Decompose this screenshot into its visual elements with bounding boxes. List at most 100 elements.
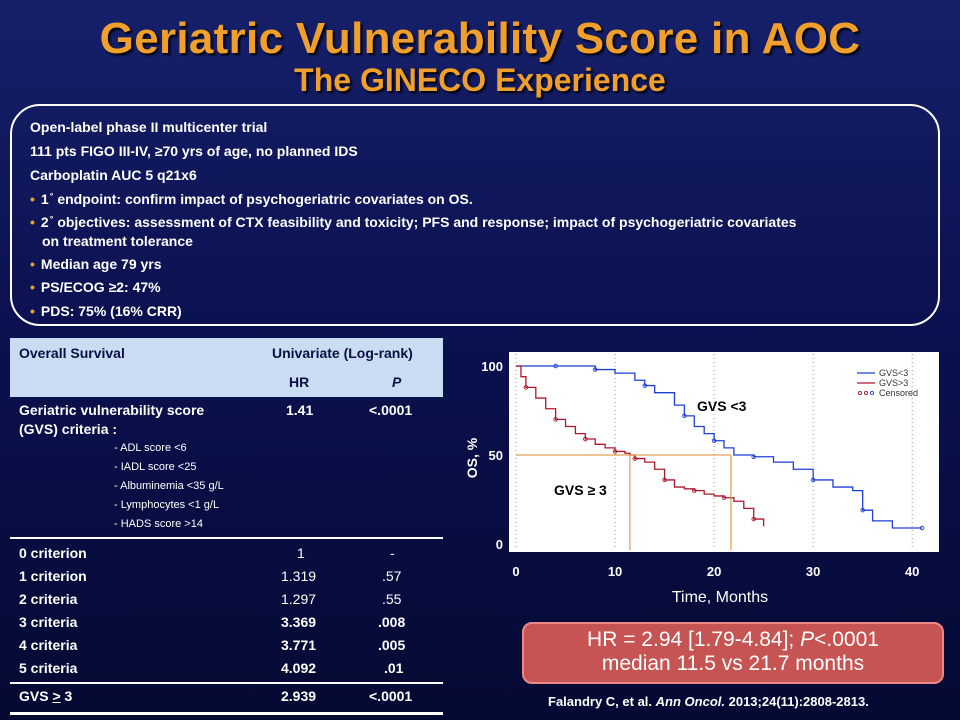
km-curve-gvs-low (516, 365, 923, 529)
censor-mark (642, 383, 648, 388)
table-header: Overall Survival Univariate (Log-rank) H… (10, 338, 443, 397)
table-row-p: .01 (384, 660, 404, 676)
legend-label: Censored (879, 388, 918, 398)
censor-mark (810, 477, 816, 483)
criterion-iadl: - IADL score <25 (114, 461, 197, 473)
median-age-text: Median age 79 yrs (40, 256, 162, 272)
trial-regimen-text: Carboplatin AUC 5 q21x6 (30, 167, 197, 183)
secondary-objectives-item: • 2° objectives: assessment of CTX feasibi… (30, 214, 796, 230)
x-tick-label: 20 (707, 564, 721, 579)
gvs-label: Geriatric vulnerability score (19, 402, 205, 418)
pds-text: PDS: 75% (16% CRR) (40, 303, 182, 319)
x-tick-label: 0 (512, 564, 519, 579)
x-tick-label: 40 (905, 564, 919, 579)
gvs-hr: 1.41 (286, 402, 314, 418)
secondary-objectives-cont: on treatment tolerance (42, 233, 193, 249)
km-chart: 0 10 20 30 40 0 50 100 GVS<3 GVS>3 Censored GVS <… (464, 348, 944, 608)
x-axis-label: Time, Months (672, 589, 768, 606)
plot-area (509, 352, 939, 552)
hr-summary-box: HR = 2.94 [1.79-4.84]; P<.0001 median 11… (522, 622, 944, 684)
gvs-p: <.0001 (369, 402, 413, 418)
legend-label: GVS<3 (879, 368, 908, 378)
degree-mark: ° (49, 214, 54, 224)
censor-mark (751, 516, 756, 522)
reference-citation: Falandry C, et al. Ann Oncol. 2013;24(11… (548, 694, 869, 709)
bullet-icon: • (30, 214, 35, 230)
header-overall-survival: Overall Survival (19, 345, 125, 361)
censor-mark (592, 367, 598, 372)
table-row-p: .55 (382, 591, 402, 607)
censor-mark (632, 456, 638, 461)
x-tick-label: 30 (806, 564, 820, 579)
table-row-label: 1 criterion (19, 568, 87, 584)
criterion-lymphocytes: - Lymphocytes <1 g/L (114, 499, 220, 511)
criterion-adl: - ADL score <6 (114, 442, 187, 454)
censor-mark (711, 438, 717, 444)
table-row-label: 3 criteria (19, 614, 78, 630)
legend-label: GVS>3 (879, 378, 908, 388)
primary-number: 1 (40, 191, 49, 207)
table-row-hr: 4.092 (281, 660, 317, 676)
table-row-label: 5 criteria (19, 660, 78, 676)
bullet-icon: • (30, 191, 35, 207)
censor-mark (751, 454, 756, 460)
y-tick-label: 50 (489, 448, 503, 463)
table-row-p: .008 (378, 614, 406, 630)
degree-mark: ° (49, 191, 54, 201)
table-row-label: 4 criteria (19, 637, 78, 653)
legend-censor-swatch (857, 390, 863, 396)
slide-subtitle: The GINECO Experience (294, 62, 666, 98)
p-value-text: <.0001 (814, 628, 879, 651)
censor-mark (682, 413, 687, 419)
legend-censor-swatch (869, 390, 875, 396)
primary-endpoint-text: endpoint: confirm impact of psychogeriat… (57, 191, 473, 207)
censor-mark (553, 363, 558, 369)
reference-journal: Ann Oncol. (655, 694, 725, 709)
legend-censor-swatch (863, 390, 869, 396)
criterion-albuminemia: - Albuminemia <35 g/L (114, 480, 224, 492)
hr-summary-line1: HR = 2.94 [1.79-4.84]; P<.0001 (524, 628, 942, 652)
trial-population-text: 111 pts FIGO III-IV, ≥70 yrs of age, no … (30, 143, 358, 159)
table-row-label: 2 criteria (19, 591, 78, 607)
x-tick-label: 10 (608, 564, 622, 579)
annotation-gvs-low: GVS <3 (697, 398, 747, 414)
censor-mark (523, 385, 529, 390)
p-symbol: P (800, 628, 815, 651)
hr-value-text: HR = 2.94 [1.79-4.84]; (587, 628, 801, 651)
reference-details: 2013;24(11):2808-2813. (725, 694, 869, 709)
table-bottom-rule (10, 712, 443, 715)
table-row-p: - (390, 545, 395, 561)
table-row-hr: 1 (297, 545, 305, 561)
table-row-hr: 1.319 (281, 568, 317, 584)
table-row-label: 0 criterion (19, 545, 87, 561)
ps-ecog-text: PS/ECOG ≥2: 47% (40, 279, 161, 295)
trial-summary-box: Open-label phase II multicenter trial 11… (10, 104, 940, 326)
pds-item: • PDS: 75% (16% CRR) (30, 303, 182, 319)
hr-summary-line2: median 11.5 vs 21.7 months (601, 652, 865, 675)
table-row-p: .57 (382, 568, 402, 584)
annotation-gvs-high: GVS ≥ 3 (554, 482, 607, 498)
censor-mark (583, 436, 588, 442)
trial-design-text: Open-label phase II multicenter trial (30, 119, 268, 135)
secondary-objectives-text: objectives: assessment of CTX feasibilit… (57, 214, 797, 230)
censor-mark (612, 449, 618, 454)
reference-authors: Falandry C, et al. (548, 694, 656, 709)
censor-mark (692, 488, 697, 493)
primary-endpoint-item: • 1° endpoint: confirm impact of psychoger… (30, 191, 473, 207)
table-row-hr: 3.771 (281, 637, 317, 653)
survival-table: Overall Survival Univariate (Log-rank) H… (10, 338, 443, 716)
y-tick-label: 100 (481, 359, 503, 374)
gvs3-p: <.0001 (369, 688, 413, 704)
y-axis-label: OS, % (464, 437, 480, 478)
censor-mark (721, 495, 727, 500)
table-row-hr: 3.369 (281, 614, 317, 630)
table-row-hr: 1.297 (281, 591, 317, 607)
median-age-item: • Median age 79 yrs (30, 256, 162, 272)
secondary-number: 2 (40, 214, 49, 230)
censor-mark (919, 525, 925, 531)
censor-mark (860, 507, 865, 513)
table-row-p: .005 (378, 637, 406, 653)
ps-ecog-item: • PS/ECOG ≥2: 47% (30, 279, 161, 295)
header-p: P (392, 374, 402, 390)
